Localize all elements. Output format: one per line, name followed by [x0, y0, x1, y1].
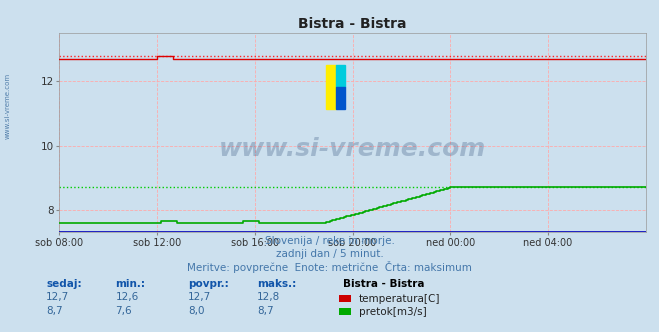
Text: 12,8: 12,8: [257, 292, 280, 302]
Text: 12,7: 12,7: [188, 292, 211, 302]
Text: temperatura[C]: temperatura[C]: [359, 294, 441, 304]
Text: 8,7: 8,7: [46, 306, 63, 316]
Text: 8,7: 8,7: [257, 306, 273, 316]
Text: sedaj:: sedaj:: [46, 279, 82, 289]
FancyBboxPatch shape: [326, 65, 335, 109]
Text: Meritve: povprečne  Enote: metrične  Črta: maksimum: Meritve: povprečne Enote: metrične Črta:…: [187, 261, 472, 273]
Text: 12,6: 12,6: [115, 292, 138, 302]
Text: maks.:: maks.:: [257, 279, 297, 289]
Text: 8,0: 8,0: [188, 306, 204, 316]
Title: Bistra - Bistra: Bistra - Bistra: [299, 17, 407, 31]
Text: pretok[m3/s]: pretok[m3/s]: [359, 307, 427, 317]
Text: Bistra - Bistra: Bistra - Bistra: [343, 279, 424, 289]
Text: povpr.:: povpr.:: [188, 279, 229, 289]
Text: www.si-vreme.com: www.si-vreme.com: [219, 137, 486, 161]
Text: zadnji dan / 5 minut.: zadnji dan / 5 minut.: [275, 249, 384, 259]
FancyBboxPatch shape: [335, 87, 345, 109]
Text: Slovenija / reke in morje.: Slovenija / reke in morje.: [264, 236, 395, 246]
FancyBboxPatch shape: [335, 65, 345, 87]
Text: min.:: min.:: [115, 279, 146, 289]
Text: 7,6: 7,6: [115, 306, 132, 316]
Text: 12,7: 12,7: [46, 292, 69, 302]
Text: www.si-vreme.com: www.si-vreme.com: [5, 73, 11, 139]
